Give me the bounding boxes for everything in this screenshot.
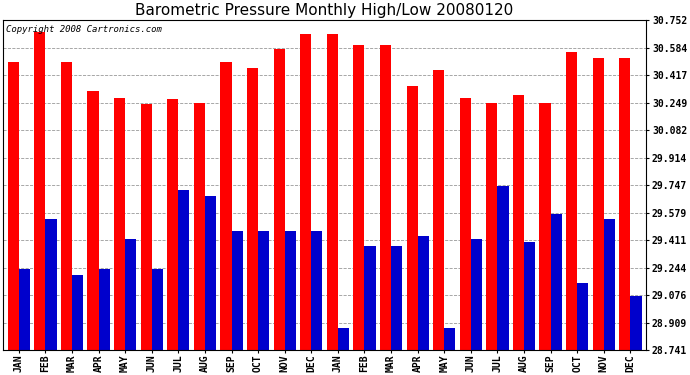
Bar xyxy=(194,103,205,350)
Bar xyxy=(380,45,391,350)
Bar xyxy=(232,231,243,350)
Bar xyxy=(205,196,216,350)
Bar xyxy=(273,49,285,350)
Bar xyxy=(551,214,562,350)
Bar xyxy=(8,62,19,350)
Bar xyxy=(167,99,178,350)
Bar xyxy=(178,190,190,350)
Bar xyxy=(406,86,417,350)
Bar xyxy=(125,239,137,350)
Bar xyxy=(364,246,375,350)
Bar xyxy=(578,283,589,350)
Bar xyxy=(566,52,578,350)
Bar xyxy=(61,62,72,350)
Bar xyxy=(513,94,524,350)
Bar xyxy=(99,268,110,350)
Bar xyxy=(34,32,46,350)
Bar xyxy=(300,34,311,350)
Bar xyxy=(497,186,509,350)
Bar xyxy=(593,58,604,350)
Bar xyxy=(72,275,83,350)
Bar xyxy=(460,98,471,350)
Bar xyxy=(391,246,402,350)
Bar xyxy=(631,296,642,350)
Bar xyxy=(258,231,269,350)
Bar xyxy=(353,45,364,350)
Bar xyxy=(141,104,152,350)
Bar xyxy=(471,239,482,350)
Bar xyxy=(417,236,429,350)
Bar xyxy=(152,268,163,350)
Bar xyxy=(114,98,125,350)
Bar xyxy=(486,103,497,350)
Bar xyxy=(311,231,322,350)
Bar xyxy=(247,68,258,350)
Bar xyxy=(338,328,349,350)
Bar xyxy=(285,231,296,350)
Bar xyxy=(524,242,535,350)
Bar xyxy=(220,62,232,350)
Text: Copyright 2008 Cartronics.com: Copyright 2008 Cartronics.com xyxy=(6,25,162,34)
Bar xyxy=(88,91,99,350)
Bar xyxy=(604,219,615,350)
Bar xyxy=(433,70,444,350)
Bar xyxy=(540,103,551,350)
Bar xyxy=(444,328,455,350)
Title: Barometric Pressure Monthly High/Low 20080120: Barometric Pressure Monthly High/Low 200… xyxy=(135,3,514,18)
Bar xyxy=(327,34,338,350)
Bar xyxy=(19,268,30,350)
Bar xyxy=(620,58,631,350)
Bar xyxy=(46,219,57,350)
